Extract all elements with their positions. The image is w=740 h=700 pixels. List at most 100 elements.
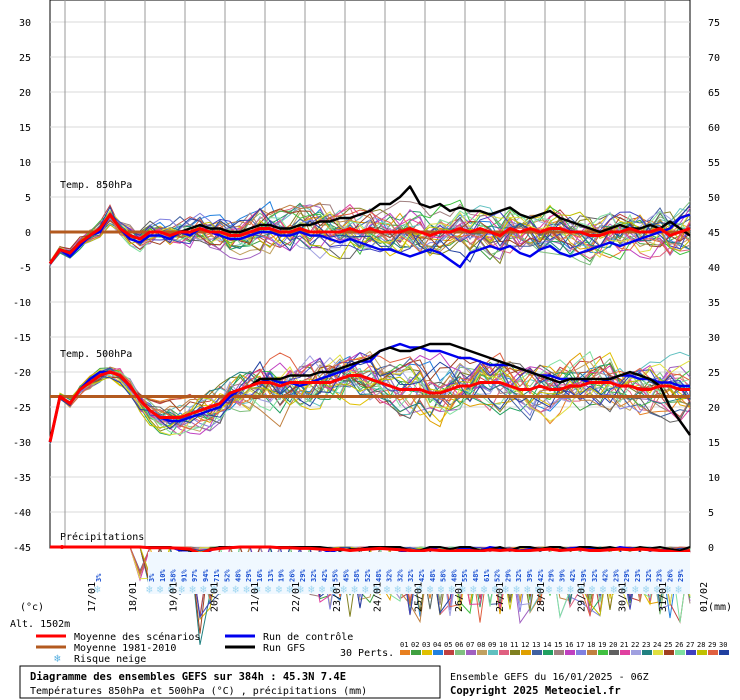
snow-risk-value: 42% [537, 569, 545, 582]
pert-number: 02 [411, 641, 419, 649]
left-axis-unit: (°c) [20, 602, 44, 613]
snow-risk-value: 23% [634, 569, 642, 582]
right-tick-label: 0 [708, 543, 714, 554]
pert-number: 17 [576, 641, 584, 649]
pert-swatch [532, 650, 542, 655]
pert-swatch [466, 650, 476, 655]
snow-risk-value: 48% [234, 569, 242, 582]
left-tick-label: 20 [19, 88, 31, 99]
pert-number: 20 [609, 641, 617, 649]
snow-risk-value: 71% [213, 569, 221, 582]
t850-member-line [49, 211, 691, 266]
snow-risk-value: 52% [364, 569, 372, 582]
right-tick-label: 55 [708, 158, 720, 169]
right-tick-label: 30 [708, 333, 720, 344]
snowflake-icon: ❄ [675, 583, 682, 596]
snow-risk-value: 39% [526, 569, 534, 582]
pert-swatch [477, 650, 487, 655]
pert-swatch [499, 650, 509, 655]
snowflake-icon: ❄ [351, 583, 358, 596]
snowflake-icon: ❄ [168, 583, 175, 596]
snowflake-icon: ❄ [502, 583, 509, 596]
snowflake-icon: ❄ [297, 583, 304, 596]
t850-mean-line [48, 213, 691, 265]
x-date-label: 19/01 [169, 582, 180, 612]
left-tick-label: 0 [25, 228, 31, 239]
snow-risk-value: 32% [396, 569, 404, 582]
t500-member-line [49, 355, 691, 444]
snowflake-icon: ❄ [654, 583, 661, 596]
x-date-label: 22/01 [291, 582, 302, 612]
snow-risk-value: 45% [342, 569, 350, 582]
x-date-label: 18/01 [128, 582, 139, 612]
x-date-label: 21/01 [250, 582, 261, 612]
snowflake-icon: ❄ [567, 583, 574, 596]
footer-title: Diagramme des ensembles GEFS sur 384h : … [30, 671, 346, 683]
t850-control-line [48, 213, 691, 269]
snowflake-icon: ❄ [546, 583, 553, 596]
right-tick-label: 70 [708, 53, 720, 64]
x-date-label: 29/01 [577, 582, 588, 612]
snow-risk-value: 91% [180, 569, 188, 582]
snow-risk-value: 29% [245, 569, 253, 582]
snowflake-icon: ❄ [222, 583, 229, 596]
pert-swatch [708, 650, 718, 655]
snowflake-icon: ❄ [610, 583, 617, 596]
snow-risk-value: 97% [191, 569, 199, 582]
pert-number: 23 [642, 641, 650, 649]
legend: Moyenne des scénarios Moyenne 1981-2010 … [36, 631, 394, 665]
pert-swatch [521, 650, 531, 655]
snowflake-icon: ❄ [54, 652, 61, 665]
snow-risk-value: 48% [375, 569, 383, 582]
snowflake-icon: ❄ [330, 583, 337, 596]
snowflake-icon: ❄ [427, 583, 434, 596]
snowflake-icon: ❄ [308, 583, 315, 596]
pert-swatch [433, 650, 443, 655]
pert-number: 07 [466, 641, 474, 649]
snow-risk-value: 3% [95, 573, 103, 582]
x-date-label: 17/01 [87, 582, 98, 612]
pert-swatch [488, 650, 498, 655]
snow-risk-value: 48% [429, 569, 437, 582]
left-tick-label: 10 [19, 158, 31, 169]
snowflake-icon: ❄ [535, 583, 542, 596]
legend-snow-label: Risque neige [74, 654, 146, 665]
pert-swatch [642, 650, 652, 655]
snowflake-icon: ❄ [211, 583, 218, 596]
snow-risk-value: 42% [602, 569, 610, 582]
right-tick-label: 65 [708, 88, 720, 99]
x-date-label: 24/01 [373, 582, 384, 612]
pert-number: 29 [708, 641, 716, 649]
snowflake-icon: ❄ [362, 583, 369, 596]
legend-mean-label: Moyenne des scénarios [74, 631, 200, 643]
snowflake-icon: ❄ [340, 583, 347, 596]
snowflake-icon: ❄ [621, 583, 628, 596]
snowflake-icon: ❄ [664, 583, 671, 596]
precip-label: Précipitations [60, 531, 144, 543]
pert-swatch [697, 650, 707, 655]
snowflake-icon: ❄ [200, 583, 207, 596]
pert-number: 22 [631, 641, 639, 649]
pert-swatch [675, 650, 685, 655]
snowflake-icon: ❄ [94, 583, 101, 596]
snowflake-icon: ❄ [556, 583, 563, 596]
right-tick-label: 20 [708, 403, 720, 414]
right-tick-label: 25 [708, 368, 720, 379]
left-tick-label: -25 [13, 403, 31, 414]
pert-swatch [664, 650, 674, 655]
left-tick-label: 15 [19, 123, 31, 134]
pert-swatch [598, 650, 608, 655]
snow-risk-value: 3% [148, 573, 156, 582]
run-info: Ensemble GEFS du 16/01/2025 - 06Z [450, 672, 649, 683]
left-tick-label: -20 [13, 368, 31, 379]
snow-risk-value: 29% [504, 569, 512, 582]
t850-member-line [49, 200, 691, 263]
left-tick-label: 25 [19, 53, 31, 64]
pert-swatch [543, 650, 553, 655]
snow-risk-row: ❄3%❄3%❄10%❄58%❄91%❄97%❄94%❄71%❄52%❄48%❄2… [94, 552, 690, 596]
pert-number: 15 [554, 641, 562, 649]
left-tick-label: -15 [13, 333, 31, 344]
pert-swatch [686, 650, 696, 655]
snowflake-icon: ❄ [481, 583, 488, 596]
